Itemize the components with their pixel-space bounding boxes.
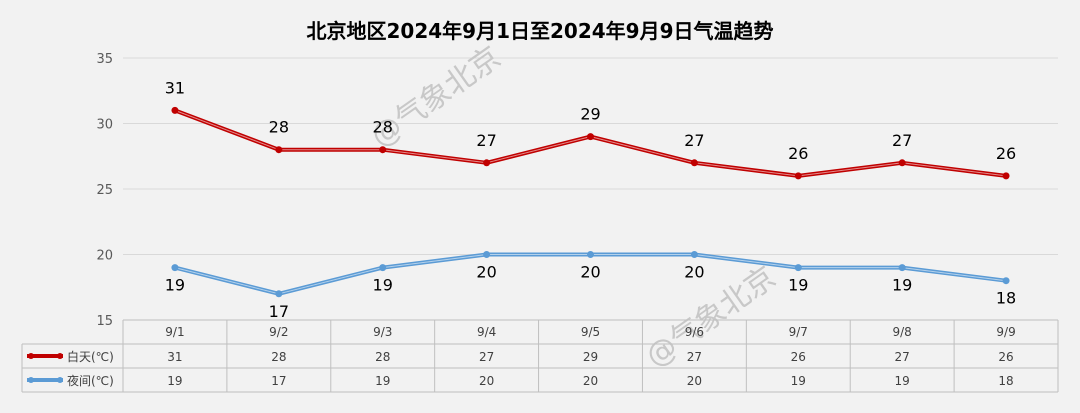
data-label: 31 (165, 78, 185, 97)
data-point (171, 264, 179, 272)
data-point (794, 172, 802, 180)
watermark-text: @气象北京 (640, 260, 783, 375)
data-point (587, 251, 594, 258)
data-label: 28 (373, 118, 393, 137)
table-cell: 28 (375, 350, 390, 364)
x-tick-label: 9/2 (269, 325, 288, 339)
table-cell: 27 (687, 350, 702, 364)
x-tick-label: 9/7 (789, 325, 808, 339)
data-point (1002, 172, 1010, 180)
watermark: @气象北京@气象北京 (365, 40, 783, 375)
legend-label: 白天(℃) (67, 349, 114, 364)
data-label: 20 (684, 263, 704, 282)
data-label: 28 (269, 118, 289, 137)
legend-marker (28, 353, 34, 359)
data-point (794, 264, 802, 272)
data-label: 27 (476, 131, 496, 150)
data-label: 17 (269, 302, 289, 321)
table-cell: 27 (895, 350, 910, 364)
table-cell: 28 (271, 350, 286, 364)
y-axis-ticks: 15 20 25 30 35 (96, 52, 113, 329)
x-tick-label: 9/1 (165, 325, 184, 339)
series-lines (171, 106, 1010, 298)
data-table: 9/1 9/2 9/3 9/4 9/5 9/6 9/7 9/8 9/9 白天(℃) 31 28 28 27… (21, 319, 1059, 393)
data-point (898, 264, 906, 272)
table-cell: 26 (998, 350, 1013, 364)
data-point (587, 133, 594, 141)
data-label: 19 (165, 276, 185, 295)
table-cell: 19 (167, 374, 182, 388)
legend-marker (57, 377, 63, 383)
x-tick-label: 9/9 (996, 325, 1015, 339)
data-point (483, 251, 491, 258)
data-label: 27 (684, 131, 704, 150)
data-point (275, 290, 283, 298)
data-point (483, 159, 491, 167)
data-label: 26 (996, 144, 1016, 163)
data-label: 27 (892, 131, 912, 150)
data-point (275, 146, 283, 154)
y-tick-label: 15 (96, 314, 113, 329)
y-tick-label: 25 (96, 183, 113, 198)
table-cell: 20 (583, 374, 598, 388)
table-cell: 19 (895, 374, 910, 388)
x-tick-label: 9/6 (685, 325, 704, 339)
data-point (898, 159, 906, 167)
data-label: 19 (892, 276, 912, 295)
table-cell: 31 (167, 350, 182, 364)
table-cell: 18 (998, 374, 1013, 388)
data-point (171, 106, 179, 114)
table-cell: 29 (583, 350, 598, 364)
data-labels: 31 28 28 27 29 27 26 27 26 19 17 19 20 20 20 19 19 18 (165, 78, 1016, 320)
data-label: 26 (788, 144, 808, 163)
data-point (690, 251, 698, 258)
legend-marker (57, 353, 63, 359)
data-label: 29 (580, 105, 600, 124)
table-cell: 19 (375, 374, 390, 388)
table-cell: 20 (687, 374, 702, 388)
legend-marker (28, 377, 34, 383)
data-point (690, 159, 698, 167)
x-tick-label: 9/8 (893, 325, 912, 339)
data-point (379, 264, 387, 272)
data-label: 20 (580, 263, 600, 282)
table-cell: 27 (479, 350, 494, 364)
data-label: 19 (788, 276, 808, 295)
x-tick-label: 9/5 (581, 325, 600, 339)
data-label: 18 (996, 289, 1016, 308)
y-tick-label: 35 (96, 52, 113, 67)
legend-label: 夜间(℃) (67, 373, 114, 388)
y-tick-label: 20 (96, 249, 113, 264)
table-cell: 26 (791, 350, 806, 364)
x-tick-label: 9/3 (373, 325, 392, 339)
table-cell: 19 (791, 374, 806, 388)
x-tick-label: 9/4 (477, 325, 496, 339)
data-point (379, 146, 387, 154)
data-point (1002, 277, 1010, 285)
chart-title: 北京地区2024年9月1日至2024年9月9日气温趋势 (307, 19, 774, 43)
table-cell: 17 (271, 374, 286, 388)
table-cell: 20 (479, 374, 494, 388)
data-label: 19 (373, 276, 393, 295)
y-tick-label: 30 (96, 118, 113, 133)
data-label: 20 (476, 263, 496, 282)
